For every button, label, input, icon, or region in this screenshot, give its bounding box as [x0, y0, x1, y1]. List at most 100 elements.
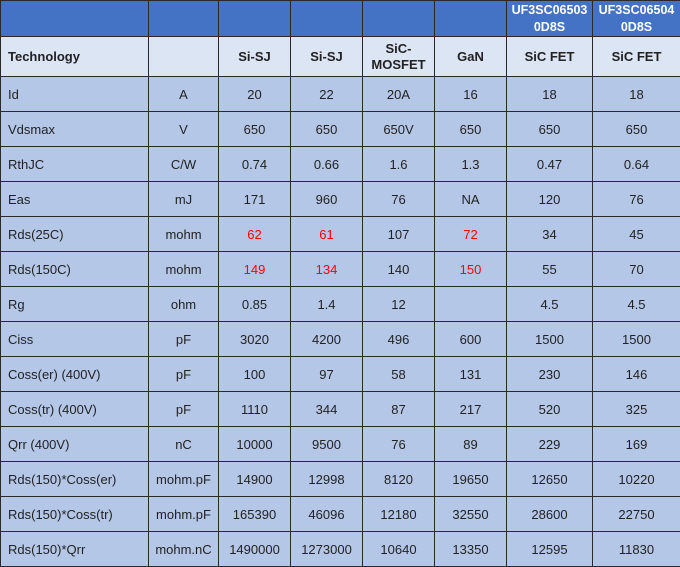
value-cell: 9500 — [291, 427, 363, 462]
row-label-cell: Rds(150)*Coss(er) — [1, 462, 149, 497]
value-cell: 12650 — [507, 462, 593, 497]
value-cell: 131 — [435, 357, 507, 392]
unit-cell — [149, 1, 219, 37]
value-cell: UF3SC06503 0D8S — [507, 1, 593, 37]
unit-cell: mJ — [149, 182, 219, 217]
value-cell: 58 — [363, 357, 435, 392]
value-cell: 1110 — [219, 392, 291, 427]
value-cell: SiC- MOSFET — [363, 37, 435, 77]
value-cell: 107 — [363, 217, 435, 252]
value-cell: 22 — [291, 77, 363, 112]
value-cell: 1.3 — [435, 147, 507, 182]
value-cell: 89 — [435, 427, 507, 462]
unit-cell: pF — [149, 392, 219, 427]
row-label-cell: Coss(tr) (400V) — [1, 392, 149, 427]
row-label-cell: Rg — [1, 287, 149, 322]
value-cell: 325 — [593, 392, 680, 427]
value-cell: 230 — [507, 357, 593, 392]
value-cell: SiC FET — [507, 37, 593, 77]
value-cell: 1.4 — [291, 287, 363, 322]
value-cell: 61 — [291, 217, 363, 252]
unit-cell: ohm — [149, 287, 219, 322]
value-cell: 150 — [435, 252, 507, 287]
value-cell: 650 — [507, 112, 593, 147]
row-label-cell: Eas — [1, 182, 149, 217]
value-cell: 650 — [219, 112, 291, 147]
value-cell: 100 — [219, 357, 291, 392]
value-cell: 149 — [219, 252, 291, 287]
value-cell: 12180 — [363, 497, 435, 532]
unit-cell: pF — [149, 357, 219, 392]
value-cell: 12595 — [507, 532, 593, 567]
value-cell: 960 — [291, 182, 363, 217]
row-label-cell: Rds(150)*Coss(tr) — [1, 497, 149, 532]
value-cell: Si-SJ — [219, 37, 291, 77]
value-cell: 32550 — [435, 497, 507, 532]
unit-cell: mohm.nC — [149, 532, 219, 567]
value-cell: 18 — [507, 77, 593, 112]
value-cell: 19650 — [435, 462, 507, 497]
value-cell: 14900 — [219, 462, 291, 497]
value-cell: 11830 — [593, 532, 680, 567]
value-cell: 55 — [507, 252, 593, 287]
unit-cell — [149, 37, 219, 77]
row-label-cell: Rds(150C) — [1, 252, 149, 287]
value-cell: 20A — [363, 77, 435, 112]
value-cell — [435, 287, 507, 322]
value-cell: 4200 — [291, 322, 363, 357]
value-cell: 62 — [219, 217, 291, 252]
unit-cell: A — [149, 77, 219, 112]
value-cell: 34 — [507, 217, 593, 252]
value-cell: 8120 — [363, 462, 435, 497]
value-cell: 12998 — [291, 462, 363, 497]
value-cell: 0.64 — [593, 147, 680, 182]
value-cell: 22750 — [593, 497, 680, 532]
row-label-cell: Vdsmax — [1, 112, 149, 147]
value-cell: UF3SC06504 0D8S — [593, 1, 680, 37]
value-cell: 134 — [291, 252, 363, 287]
value-cell: 650V — [363, 112, 435, 147]
value-cell: 650 — [435, 112, 507, 147]
unit-cell: mohm.pF — [149, 497, 219, 532]
value-cell: 97 — [291, 357, 363, 392]
value-cell: 344 — [291, 392, 363, 427]
value-cell: GaN — [435, 37, 507, 77]
value-cell: 10220 — [593, 462, 680, 497]
value-cell: 12 — [363, 287, 435, 322]
row-label-cell: Ciss — [1, 322, 149, 357]
row-label-cell: Rds(150)*Qrr — [1, 532, 149, 567]
value-cell: 28600 — [507, 497, 593, 532]
row-label-cell: Qrr (400V) — [1, 427, 149, 462]
value-cell: 217 — [435, 392, 507, 427]
value-cell — [291, 1, 363, 37]
row-label-cell: Rds(25C) — [1, 217, 149, 252]
value-cell: 140 — [363, 252, 435, 287]
unit-cell: pF — [149, 322, 219, 357]
value-cell: 1500 — [593, 322, 680, 357]
row-label-cell: Id — [1, 77, 149, 112]
value-cell: 146 — [593, 357, 680, 392]
value-cell: 0.66 — [291, 147, 363, 182]
value-cell: 169 — [593, 427, 680, 462]
value-cell — [363, 1, 435, 37]
value-cell: 496 — [363, 322, 435, 357]
value-cell — [435, 1, 507, 37]
value-cell: 4.5 — [507, 287, 593, 322]
value-cell: 229 — [507, 427, 593, 462]
value-cell: 650 — [593, 112, 680, 147]
value-cell: 0.47 — [507, 147, 593, 182]
value-cell: 70 — [593, 252, 680, 287]
value-cell: 1500 — [507, 322, 593, 357]
